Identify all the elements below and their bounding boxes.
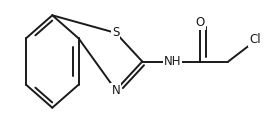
Text: N: N: [111, 84, 120, 97]
Text: S: S: [112, 26, 119, 39]
Text: O: O: [196, 16, 205, 29]
Text: NH: NH: [164, 55, 181, 68]
Text: Cl: Cl: [249, 33, 260, 46]
